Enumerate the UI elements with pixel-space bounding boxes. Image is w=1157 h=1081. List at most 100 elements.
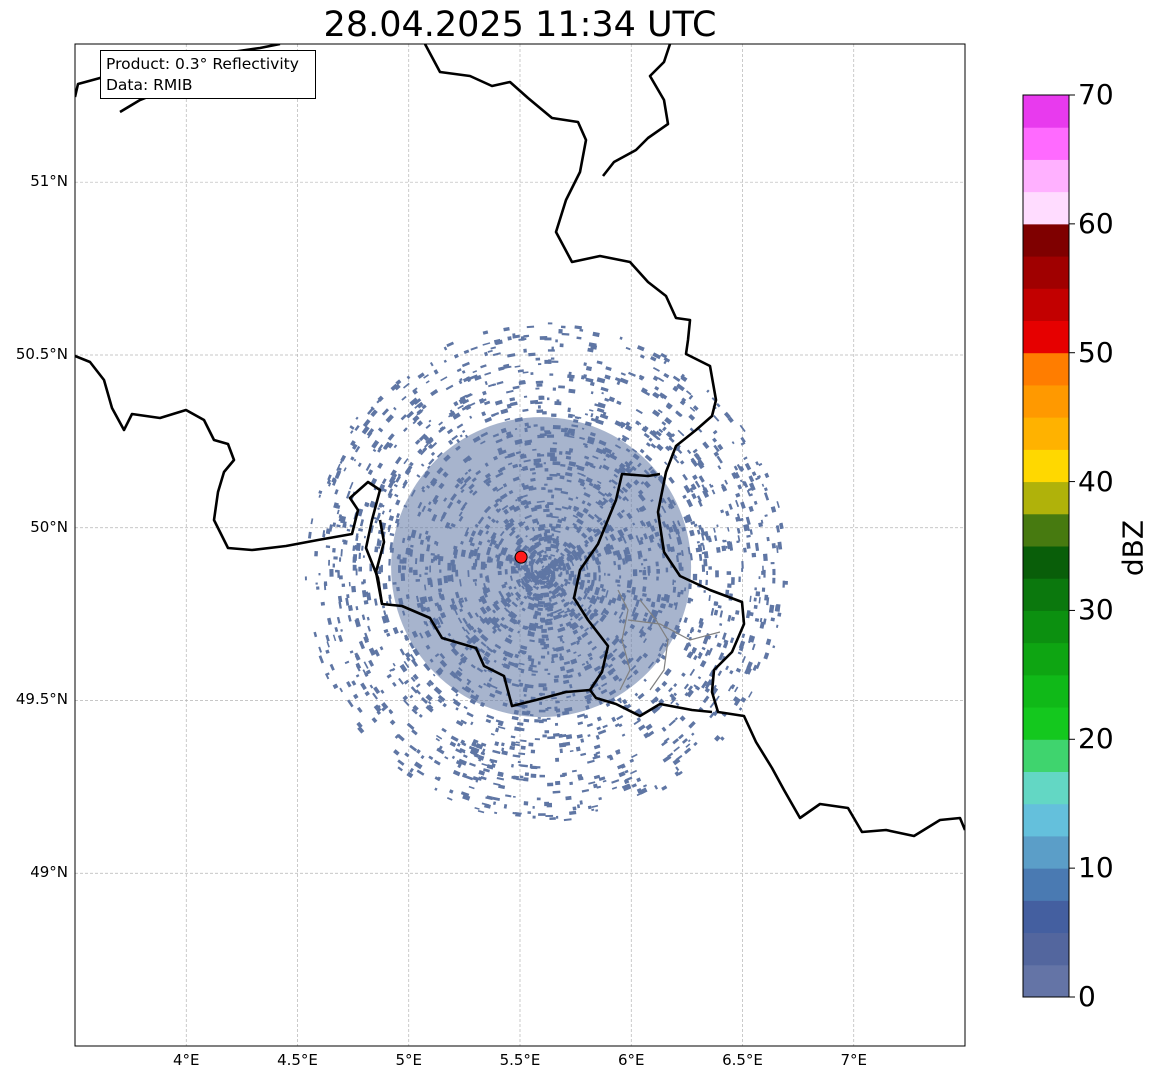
echo-cell	[520, 580, 525, 585]
echo-cell	[472, 628, 477, 634]
echo-cell	[437, 694, 446, 702]
echo-cell	[554, 608, 563, 614]
echo-cell	[404, 636, 410, 641]
echo-cell	[563, 547, 572, 556]
echo-cell	[741, 655, 746, 664]
echo-cell	[552, 564, 557, 568]
echo-cell	[581, 474, 586, 478]
lat-tick-label: 51°N	[30, 172, 68, 191]
echo-cell	[690, 457, 697, 465]
echo-cell	[696, 529, 701, 535]
echo-cell	[557, 626, 566, 633]
echo-cell	[672, 579, 675, 586]
echo-cell	[524, 422, 529, 427]
echo-cell	[637, 692, 645, 700]
echo-cell	[727, 416, 734, 424]
product-label: Product: 0.3° Reflectivity	[106, 55, 299, 73]
echo-cell	[501, 583, 507, 589]
echo-cell	[568, 377, 574, 382]
echo-cell	[553, 648, 558, 652]
echo-cell	[355, 535, 359, 542]
echo-cell	[437, 604, 442, 612]
echo-cell	[581, 663, 586, 666]
echo-cell	[660, 352, 668, 359]
echo-cell	[618, 619, 623, 624]
echo-cell	[723, 411, 731, 419]
echo-cell	[581, 788, 590, 793]
echo-cell	[659, 603, 665, 609]
echo-cell	[377, 704, 381, 709]
echo-cell	[573, 505, 580, 511]
echo-cell	[582, 507, 589, 514]
echo-cell	[477, 529, 484, 537]
echo-cell	[587, 640, 593, 646]
echo-cell	[743, 456, 748, 461]
echo-cell	[550, 357, 555, 360]
echo-cell	[680, 589, 684, 595]
echo-cell	[485, 546, 492, 556]
echo-cell	[335, 569, 339, 573]
echo-cell	[490, 412, 500, 417]
echo-cell	[552, 733, 560, 737]
echo-cell	[561, 506, 569, 510]
echo-cell	[355, 617, 361, 626]
echo-cell	[725, 510, 730, 517]
echo-cell	[684, 692, 689, 697]
echo-cell	[629, 758, 635, 763]
echo-cell	[620, 509, 626, 514]
echo-cell	[481, 411, 487, 417]
echo-cell	[648, 622, 654, 629]
echo-cell	[494, 811, 498, 815]
echo-cell	[632, 522, 636, 526]
echo-cell	[368, 659, 375, 667]
echo-cell	[620, 372, 626, 376]
echo-cell	[605, 590, 609, 598]
echo-cell	[663, 360, 668, 365]
echo-cell	[693, 523, 698, 528]
echo-cell	[482, 390, 487, 396]
echo-cell	[363, 636, 370, 644]
echo-cell	[472, 370, 478, 374]
echo-cell	[585, 477, 593, 484]
echo-cell	[462, 429, 466, 433]
echo-cell	[543, 618, 552, 623]
echo-cell	[417, 501, 423, 509]
echo-cell	[631, 448, 638, 453]
echo-cell	[401, 537, 406, 544]
echo-cell	[622, 784, 632, 792]
echo-cell	[366, 616, 370, 621]
echo-cell	[609, 533, 617, 542]
echo-cell	[490, 346, 497, 350]
echo-cell	[572, 418, 579, 424]
echo-cell	[400, 630, 404, 634]
echo-cell	[642, 652, 649, 659]
echo-cell	[689, 406, 696, 412]
echo-cell	[755, 461, 760, 466]
echo-cell	[754, 617, 760, 622]
echo-cell	[726, 571, 732, 575]
echo-cell	[459, 399, 466, 404]
echo-cell	[584, 413, 589, 416]
echo-cell	[504, 569, 508, 575]
echo-cell	[483, 505, 492, 514]
echo-cell	[332, 522, 337, 528]
echo-cell	[643, 678, 647, 683]
echo-cell	[347, 699, 354, 708]
echo-cell	[513, 775, 520, 780]
echo-cell	[485, 530, 490, 535]
echo-cell	[527, 586, 534, 592]
echo-cell	[652, 366, 660, 372]
echo-cell	[388, 508, 392, 513]
echo-cell	[535, 387, 540, 390]
country-borders	[75, 44, 965, 838]
echo-cell	[524, 525, 530, 531]
echo-cell	[681, 550, 684, 557]
echo-cell	[460, 719, 467, 725]
echo-cell	[507, 627, 514, 633]
echo-cell	[465, 623, 472, 631]
echo-cell	[635, 599, 640, 607]
colorbar-unit-label: dBZ	[1116, 519, 1150, 577]
echo-cell	[555, 780, 561, 786]
echo-cell	[713, 609, 719, 616]
echo-cell	[520, 499, 528, 505]
